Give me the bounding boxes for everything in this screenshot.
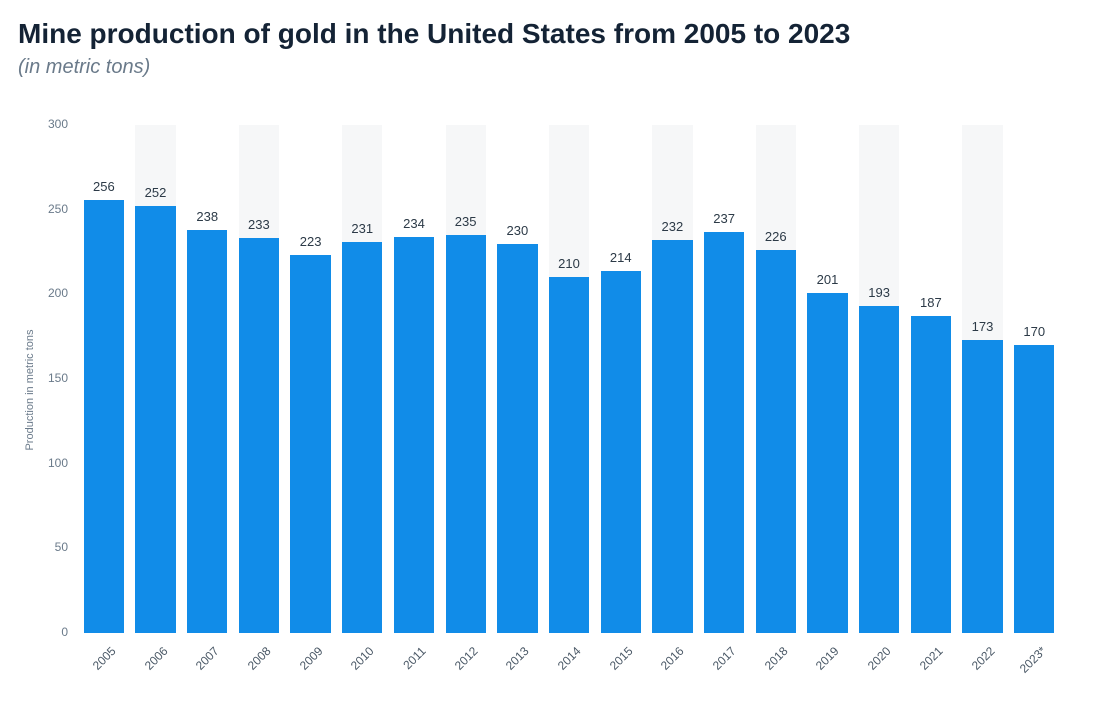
bar xyxy=(807,293,847,633)
bar-slot: 2262018 xyxy=(750,125,802,633)
x-tick-label: 2017 xyxy=(710,644,739,673)
y-tick-label: 250 xyxy=(48,202,68,216)
bar-value-label: 234 xyxy=(403,216,425,231)
bar-value-label: 170 xyxy=(1023,324,1045,339)
bar xyxy=(239,238,279,633)
x-tick-label: 2007 xyxy=(193,644,222,673)
x-tick-label: 2023* xyxy=(1017,644,1049,676)
y-tick-label: 50 xyxy=(55,540,68,554)
x-tick-label: 2010 xyxy=(348,644,377,673)
bar-value-label: 226 xyxy=(765,229,787,244)
x-tick-label: 2022 xyxy=(968,644,997,673)
bar-slot: 2342011 xyxy=(388,125,440,633)
bar-slot: 2312010 xyxy=(336,125,388,633)
bar xyxy=(756,250,796,633)
bar-slot: 2562005 xyxy=(78,125,130,633)
bar-value-label: 210 xyxy=(558,256,580,271)
bar-value-label: 252 xyxy=(145,185,167,200)
bar xyxy=(1014,345,1054,633)
bar-value-label: 231 xyxy=(351,221,373,236)
bar-value-label: 223 xyxy=(300,234,322,249)
y-tick-label: 200 xyxy=(48,286,68,300)
bar-slot: 2352012 xyxy=(440,125,492,633)
bar xyxy=(394,237,434,633)
x-tick-label: 2021 xyxy=(917,644,946,673)
bar xyxy=(704,232,744,633)
bar-value-label: 232 xyxy=(662,219,684,234)
x-tick-label: 2018 xyxy=(762,644,791,673)
bar-slot: 1932020 xyxy=(853,125,905,633)
bar-slot: 2302013 xyxy=(492,125,544,633)
y-tick-label: 300 xyxy=(48,117,68,131)
bar xyxy=(342,242,382,633)
x-tick-label: 2005 xyxy=(90,644,119,673)
x-tick-label: 2015 xyxy=(607,644,636,673)
x-tick-label: 2006 xyxy=(141,644,170,673)
bars-container: 2562005252200623820072332008223200923120… xyxy=(78,125,1060,633)
bar-slot: 1732022 xyxy=(957,125,1009,633)
x-tick-label: 2009 xyxy=(296,644,325,673)
bar xyxy=(601,271,641,633)
chart-frame: Production in metric tons 0 50 100 150 200 25… xyxy=(18,85,1080,695)
bar xyxy=(859,306,899,633)
bar-value-label: 187 xyxy=(920,295,942,310)
x-tick-label: 2020 xyxy=(865,644,894,673)
bar xyxy=(549,277,589,633)
bar-value-label: 233 xyxy=(248,217,270,232)
chart-title: Mine production of gold in the United St… xyxy=(18,18,1082,50)
y-tick-label: 150 xyxy=(48,371,68,385)
chart-subtitle: (in metric tons) xyxy=(18,56,1082,79)
bar xyxy=(652,240,692,633)
x-tick-label: 2012 xyxy=(451,644,480,673)
bar-slot: 2522006 xyxy=(130,125,182,633)
x-tick-label: 2016 xyxy=(658,644,687,673)
bar-value-label: 201 xyxy=(817,272,839,287)
bar-value-label: 256 xyxy=(93,179,115,194)
bar-slot: 2102014 xyxy=(543,125,595,633)
bar xyxy=(290,255,330,633)
bar-slot: 2142015 xyxy=(595,125,647,633)
y-tick-label: 0 xyxy=(61,625,68,639)
bar-slot: 2012019 xyxy=(802,125,854,633)
bar-slot: 1872021 xyxy=(905,125,957,633)
x-tick-label: 2019 xyxy=(813,644,842,673)
plot-area: 050100150200250300 256200525220062382007… xyxy=(78,125,1060,633)
x-tick-label: 2013 xyxy=(503,644,532,673)
y-axis-label: Production in metric tons xyxy=(24,329,36,450)
bar-value-label: 237 xyxy=(713,211,735,226)
bar-value-label: 214 xyxy=(610,250,632,265)
bar xyxy=(135,206,175,633)
bar-slot: 2372017 xyxy=(698,125,750,633)
bar-slot: 2232009 xyxy=(285,125,337,633)
bar-value-label: 238 xyxy=(196,209,218,224)
bar xyxy=(497,244,537,633)
bar-slot: 2382007 xyxy=(181,125,233,633)
bar-value-label: 235 xyxy=(455,214,477,229)
page: Mine production of gold in the United St… xyxy=(0,0,1100,721)
x-tick-label: 2014 xyxy=(555,644,584,673)
y-tick-label: 100 xyxy=(48,456,68,470)
bar xyxy=(84,200,124,633)
x-tick-label: 2008 xyxy=(245,644,274,673)
bar xyxy=(446,235,486,633)
bar xyxy=(962,340,1002,633)
bar xyxy=(911,316,951,633)
bar-slot: 1702023* xyxy=(1008,125,1060,633)
bar-value-label: 173 xyxy=(972,319,994,334)
bar-slot: 2332008 xyxy=(233,125,285,633)
bar-slot: 2322016 xyxy=(647,125,699,633)
bar xyxy=(187,230,227,633)
bar-value-label: 230 xyxy=(506,223,528,238)
bar-value-label: 193 xyxy=(868,285,890,300)
x-tick-label: 2011 xyxy=(400,644,428,672)
